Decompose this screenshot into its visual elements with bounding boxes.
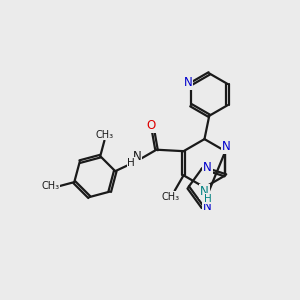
Text: N: N	[184, 76, 192, 89]
Text: CH₃: CH₃	[41, 181, 59, 191]
Text: CH₃: CH₃	[161, 191, 179, 202]
Text: O: O	[147, 119, 156, 132]
Text: N: N	[203, 161, 212, 174]
Text: CH₃: CH₃	[96, 130, 114, 140]
Text: H: H	[128, 158, 135, 168]
Text: N: N	[222, 140, 231, 153]
Text: N: N	[200, 185, 209, 198]
Text: N: N	[133, 150, 142, 163]
Text: H: H	[204, 194, 212, 204]
Text: N: N	[203, 200, 212, 213]
